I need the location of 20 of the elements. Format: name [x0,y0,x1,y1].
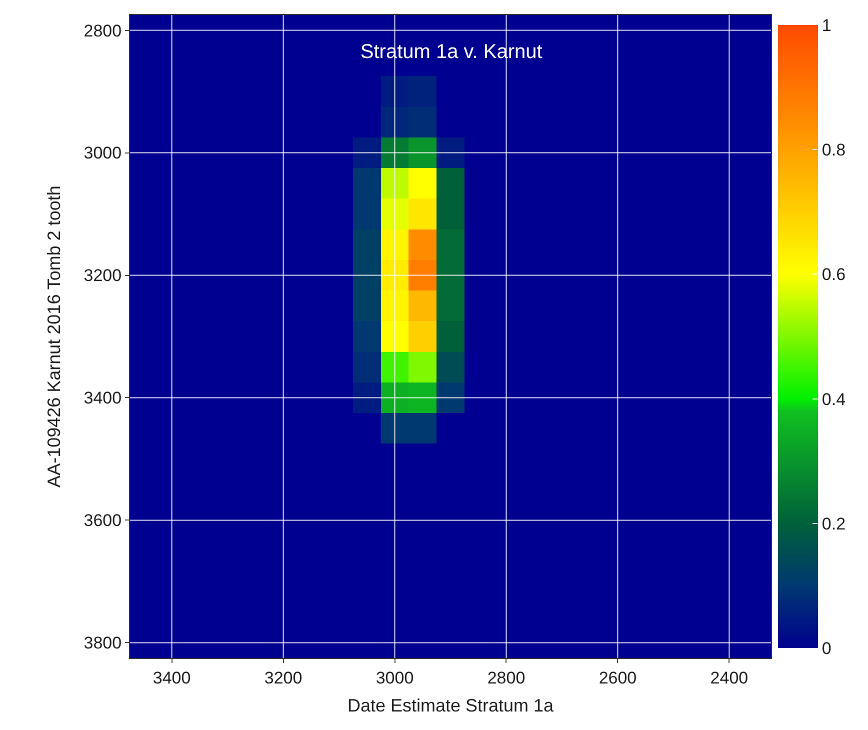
y-tick-label: 3400 [84,388,122,408]
y-tick-label: 3600 [84,511,122,530]
y-tick-label: 3800 [84,634,122,653]
color-bar-label: 0.8 [822,140,846,160]
color-bar-label: 0 [822,638,832,658]
color-bar-label: 0.6 [822,265,846,284]
color-bar-label: 1 [822,16,832,35]
x-tick-label: 3000 [376,668,414,688]
x-tick-label: 3200 [264,668,302,688]
y-tick-label: 2800 [84,21,122,40]
x-axis-title: Date Estimate Stratum 1a [347,696,555,716]
x-tick-label: 2600 [598,668,637,688]
color-bar-label: 0.2 [822,514,846,534]
y-tick-label: 3000 [84,144,122,163]
x-tick-label: 2400 [710,668,748,688]
x-tick-label: 3400 [152,668,191,688]
x-tick-label: 2800 [487,668,526,688]
y-tick-label: 3200 [84,266,122,286]
color-bar-label: 0.4 [822,390,846,409]
y-axis-title: AA-109426 Karnut 2016 Tomb 2 tooth [44,186,64,488]
